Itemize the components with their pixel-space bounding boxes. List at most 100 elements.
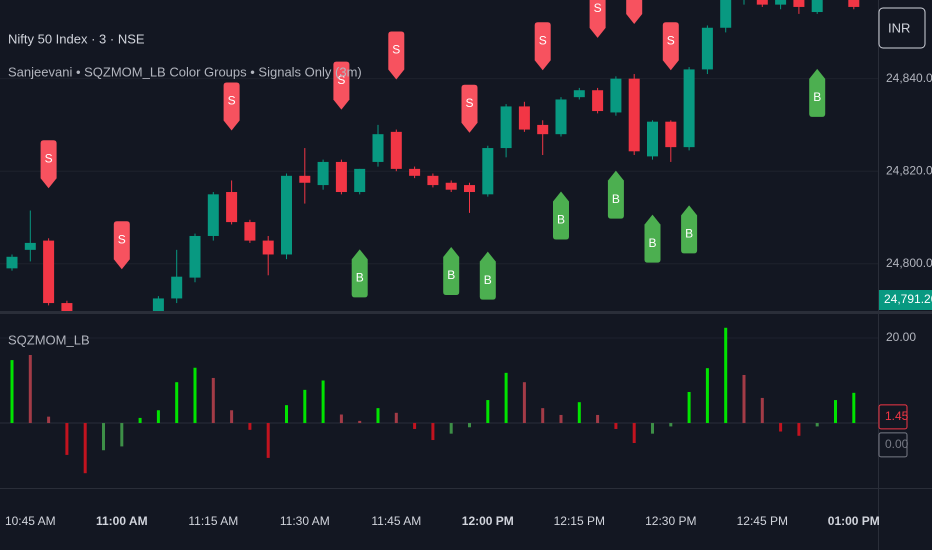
candle-body xyxy=(537,124,549,135)
y-tick-label: 24,840.00 xyxy=(886,71,932,85)
histogram-bar xyxy=(156,410,160,424)
candle-body xyxy=(756,0,768,5)
candle-body xyxy=(281,175,292,255)
buy-signal xyxy=(809,68,826,117)
candle-body xyxy=(464,185,475,193)
histogram-bar xyxy=(669,423,673,427)
value-marker-label: 0.00 xyxy=(885,437,909,451)
candle-body xyxy=(665,121,677,148)
signal-label: B xyxy=(484,273,492,287)
candle-body xyxy=(701,27,713,70)
histogram-bar xyxy=(321,380,325,424)
y-tick-label: 24,820.00 xyxy=(886,163,932,177)
value-marker-box xyxy=(878,432,908,458)
histogram-bar xyxy=(577,402,581,424)
candle-body xyxy=(811,0,823,13)
currency-label[interactable]: INR xyxy=(888,20,910,35)
axes: 24,800.00 24,820.00 24,840.00 10:45 AM 11:00… xyxy=(5,71,932,528)
candle-body xyxy=(372,134,384,162)
sell-signal xyxy=(113,221,130,270)
candle-body xyxy=(299,175,311,183)
x-tick-label: 12:30 PM xyxy=(645,514,696,528)
histogram-bar xyxy=(248,423,252,430)
symbol-title: Nifty 50 Index · 3 · NSE xyxy=(8,31,145,46)
y-tick-label: 24,800.00 xyxy=(886,256,932,270)
signal-label: S xyxy=(118,232,126,246)
histogram-bar xyxy=(394,412,398,424)
x-tick-label: 12:15 PM xyxy=(554,514,605,528)
histogram-bar xyxy=(522,382,526,424)
histogram-bar xyxy=(724,327,728,424)
histogram-bar xyxy=(431,423,435,441)
histogram-bar xyxy=(486,400,490,424)
x-tick-label: 11:15 AM xyxy=(188,514,238,528)
signal-label: S xyxy=(630,0,638,1)
x-tick-label: 12:00 PM xyxy=(462,514,514,528)
histogram-bar xyxy=(376,408,380,424)
value-marker-label: 1.45 xyxy=(885,409,909,423)
candle-body xyxy=(647,121,658,157)
candle-body xyxy=(61,303,73,311)
signal-label: S xyxy=(337,73,345,87)
currency-button-frame[interactable] xyxy=(878,7,926,49)
candle-body xyxy=(335,161,347,193)
grid-top xyxy=(0,78,878,265)
candle-body xyxy=(610,78,622,113)
x-tick-label: 12:45 PM xyxy=(737,514,788,528)
signal-label: B xyxy=(447,268,455,282)
candle-body xyxy=(409,168,421,176)
y-tick-label: 20.00 xyxy=(886,330,916,344)
buy-signal xyxy=(681,205,698,254)
candle-body xyxy=(555,99,567,135)
histogram-bar xyxy=(596,414,600,424)
histogram-bar xyxy=(193,367,197,424)
histogram-bar xyxy=(632,423,636,444)
candle-body xyxy=(244,222,256,241)
signal-label: B xyxy=(685,227,693,241)
candle-body xyxy=(317,161,329,186)
signal-label: B xyxy=(557,213,565,227)
candle-body xyxy=(518,106,530,130)
histogram-bar xyxy=(742,374,746,424)
sell-signal xyxy=(589,0,606,38)
candle-body xyxy=(573,90,585,98)
x-tick-label: 10:45 AM xyxy=(5,514,56,528)
candle-body xyxy=(6,256,18,269)
candle-body xyxy=(262,240,274,255)
signal-label: S xyxy=(539,33,547,47)
candle-body xyxy=(354,168,366,193)
histogram-bar xyxy=(47,416,51,424)
histogram-bar xyxy=(266,423,270,458)
value-marker-box xyxy=(878,404,908,430)
histogram-bar xyxy=(687,391,691,424)
histogram-bar xyxy=(285,405,288,424)
x-tick-label: 11:45 AM xyxy=(371,514,421,528)
signal-label: S xyxy=(228,94,236,108)
buy-signal xyxy=(607,170,624,219)
candle-body xyxy=(482,148,494,195)
indicator-title: SQZMOM_LB xyxy=(8,332,90,347)
sell-signal xyxy=(333,61,350,110)
signal-label: B xyxy=(813,90,821,104)
buy-signal xyxy=(443,247,460,296)
histogram-bar xyxy=(211,377,215,424)
signal-label: B xyxy=(648,236,656,250)
last-price-label: 24,791.20 xyxy=(884,292,932,306)
histogram-bar xyxy=(779,423,783,432)
histogram-bar xyxy=(138,417,142,424)
histogram-bar xyxy=(541,408,545,424)
candle-body xyxy=(500,106,512,149)
candle-body xyxy=(445,182,457,190)
candle-body xyxy=(390,131,402,169)
buy-signal xyxy=(351,249,368,298)
histogram-bar xyxy=(852,392,856,424)
price-pane: SSSBSBSBSBSBSBSBSBB xyxy=(6,0,860,311)
candle-body xyxy=(427,175,439,186)
histogram-bar xyxy=(797,423,801,436)
histogram-bar xyxy=(175,382,179,424)
histogram-bar xyxy=(339,414,343,424)
last-price-box xyxy=(879,290,932,310)
currency-button[interactable]: INR xyxy=(878,7,926,49)
candle-body xyxy=(24,242,36,250)
